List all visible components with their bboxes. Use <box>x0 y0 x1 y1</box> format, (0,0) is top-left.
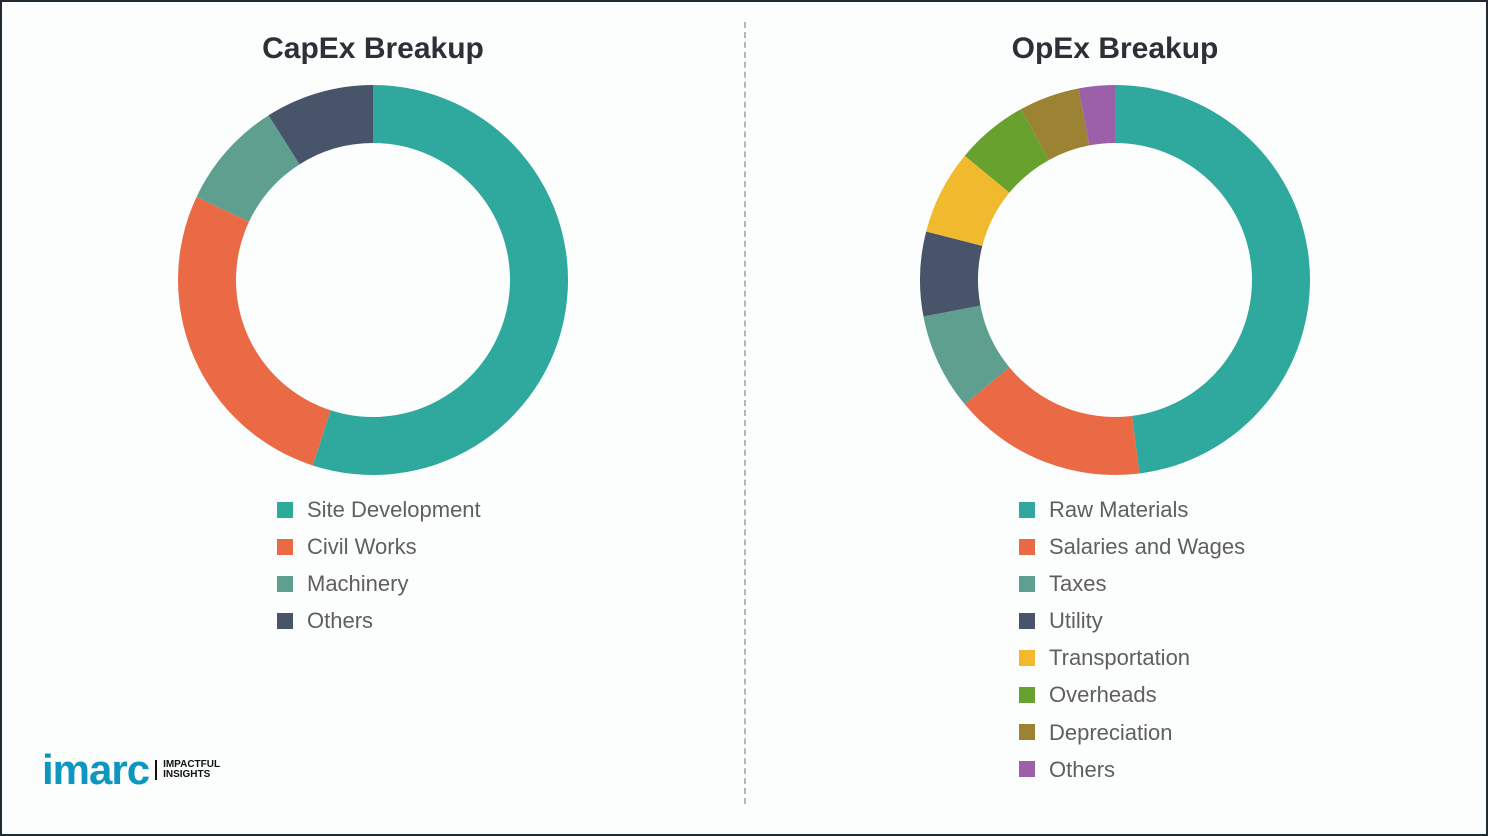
opex-panel: OpEx Breakup Raw Materials Salaries and W… <box>744 2 1486 834</box>
legend-swatch <box>277 613 293 629</box>
legend-item: Others <box>277 609 744 632</box>
logo-wordmark: imarc <box>42 746 149 794</box>
legend-item: Depreciation <box>1019 721 1486 744</box>
legend-item: Utility <box>1019 609 1486 632</box>
legend-item: Taxes <box>1019 572 1486 595</box>
opex-legend: Raw Materials Salaries and Wages Taxes Util… <box>1019 498 1486 781</box>
donut-slice <box>178 197 331 465</box>
legend-label: Depreciation <box>1049 721 1173 744</box>
legend-label: Utility <box>1049 609 1103 632</box>
donut-slice <box>965 367 1140 475</box>
capex-title: CapEx Breakup <box>2 32 744 66</box>
legend-item: Others <box>1019 758 1486 781</box>
panel-divider <box>744 22 746 804</box>
opex-title: OpEx Breakup <box>744 32 1486 66</box>
legend-swatch <box>1019 761 1035 777</box>
capex-donut-chart <box>173 80 573 480</box>
legend-label: Taxes <box>1049 572 1106 595</box>
legend-swatch <box>1019 613 1035 629</box>
capex-legend: Site Development Civil Works Machinery Othe… <box>277 498 744 632</box>
legend-item: Transportation <box>1019 646 1486 669</box>
chart-frame: CapEx Breakup Site Development Civil Work… <box>0 0 1488 836</box>
legend-item: Overheads <box>1019 683 1486 706</box>
legend-label: Others <box>1049 758 1115 781</box>
legend-swatch <box>1019 687 1035 703</box>
legend-swatch <box>1019 576 1035 592</box>
legend-label: Raw Materials <box>1049 498 1188 521</box>
legend-label: Others <box>307 609 373 632</box>
legend-label: Transportation <box>1049 646 1190 669</box>
legend-swatch <box>277 502 293 518</box>
legend-label: Machinery <box>307 572 408 595</box>
donut-slice <box>920 232 982 317</box>
legend-swatch <box>277 539 293 555</box>
legend-item: Salaries and Wages <box>1019 535 1486 558</box>
logo-tagline: Impactful Insights <box>155 760 220 780</box>
legend-label: Civil Works <box>307 535 417 558</box>
legend-label: Site Development <box>307 498 481 521</box>
legend-swatch <box>1019 502 1035 518</box>
capex-panel: CapEx Breakup Site Development Civil Work… <box>2 2 744 834</box>
legend-label: Salaries and Wages <box>1049 535 1245 558</box>
opex-donut-chart <box>915 80 1315 480</box>
capex-chart-wrap <box>2 80 744 480</box>
brand-logo: imarc Impactful Insights <box>42 746 220 794</box>
opex-chart-wrap <box>744 80 1486 480</box>
legend-swatch <box>277 576 293 592</box>
legend-swatch <box>1019 724 1035 740</box>
legend-item: Civil Works <box>277 535 744 558</box>
legend-swatch <box>1019 539 1035 555</box>
legend-item: Site Development <box>277 498 744 521</box>
logo-tagline-line2: Insights <box>163 769 210 780</box>
donut-slice <box>1115 85 1310 473</box>
legend-swatch <box>1019 650 1035 666</box>
legend-label: Overheads <box>1049 683 1157 706</box>
legend-item: Raw Materials <box>1019 498 1486 521</box>
legend-item: Machinery <box>277 572 744 595</box>
